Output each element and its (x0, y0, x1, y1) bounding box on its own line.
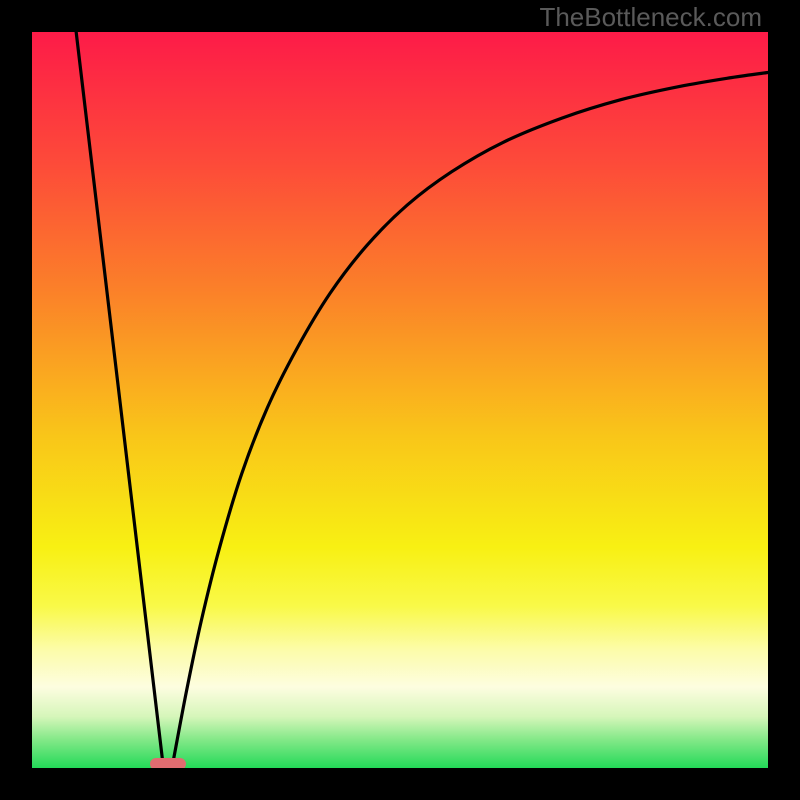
watermark-text: TheBottleneck.com (539, 2, 762, 33)
chart-container: TheBottleneck.com (0, 0, 800, 800)
optimal-marker (150, 758, 185, 768)
frame-right (768, 0, 800, 800)
frame-left (0, 0, 32, 800)
frame-bottom (0, 768, 800, 800)
plot-area (32, 32, 768, 768)
bottleneck-curve (32, 32, 768, 768)
